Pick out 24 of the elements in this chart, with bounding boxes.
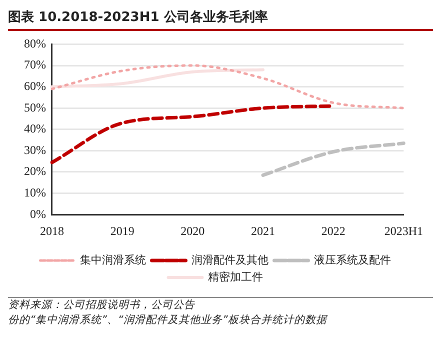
chart-title: 图表 10.2018-2023H1 公司各业务毛利率 bbox=[8, 8, 433, 31]
y-tick-label: 20% bbox=[24, 164, 46, 178]
y-tick-label: 80% bbox=[24, 36, 46, 50]
line-series bbox=[50, 64, 405, 110]
x-tick-label: 2021 bbox=[251, 224, 275, 238]
y-tick-label: 30% bbox=[24, 142, 46, 157]
legend-label: 精密加工件 bbox=[208, 270, 263, 284]
x-tick-label: 2019 bbox=[110, 224, 134, 238]
x-tick-label: 2018 bbox=[40, 224, 64, 238]
y-tick-label: 10% bbox=[24, 185, 46, 200]
line-series bbox=[50, 68, 264, 88]
y-tick-label: 40% bbox=[24, 122, 46, 136]
text: 份的“集中润滑系统”、“润滑配件及其他业务”板块合并统计的数据 bbox=[8, 313, 328, 328]
legend-label: 液压系统及配件 bbox=[314, 253, 391, 266]
y-tick-label: 50% bbox=[24, 100, 46, 114]
legend-label: 集中润滑系统 bbox=[80, 253, 146, 266]
text: 资料来源：公司招股说明书，公司公告 bbox=[8, 298, 196, 313]
legend-label: 润滑配件及其他 bbox=[191, 253, 268, 266]
y-tick-label: 0% bbox=[30, 206, 46, 221]
x-tick-label: 2023H1 bbox=[384, 224, 424, 238]
y-tick-label: 70% bbox=[24, 58, 46, 72]
y-tick-label: 60% bbox=[24, 78, 46, 93]
x-tick-label: 2022 bbox=[321, 224, 346, 238]
x-tick-label: 2020 bbox=[180, 224, 205, 238]
